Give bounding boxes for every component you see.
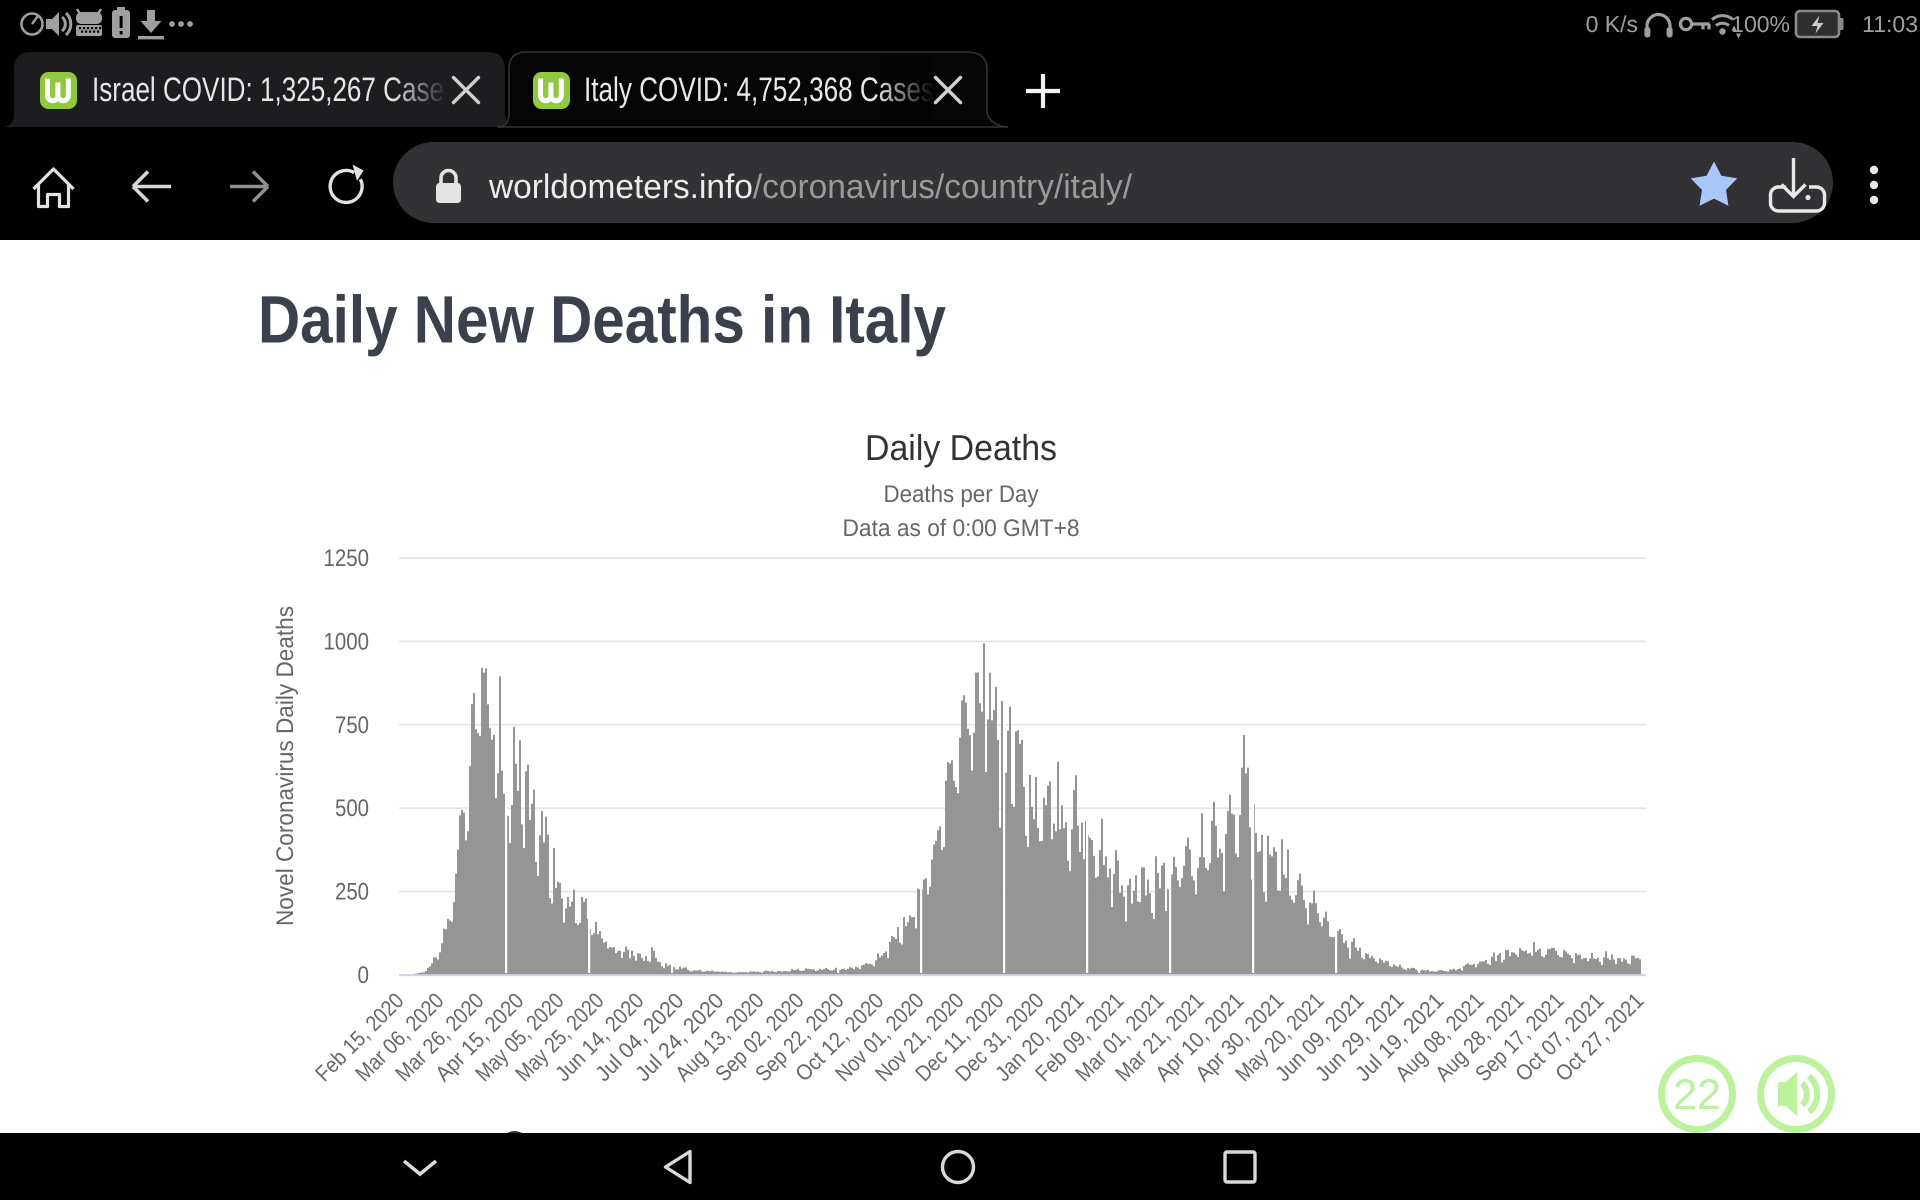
svg-text:Deaths per Day: Deaths per Day [884, 481, 1039, 508]
svg-text:Daily Deaths: Daily Deaths [865, 427, 1057, 468]
svg-text:0: 0 [358, 962, 370, 989]
svg-text:1250: 1250 [324, 545, 370, 572]
svg-text:Italy COVID: 4,752,368 Cases: Italy COVID: 4,752,368 Cases [584, 71, 934, 109]
svg-text:22: 22 [1673, 1071, 1721, 1119]
svg-text:1000: 1000 [324, 628, 370, 655]
svg-text:100%: 100% [1731, 11, 1790, 37]
svg-text:0 K/s: 0 K/s [1586, 11, 1638, 37]
svg-text:Novel Coronavirus Daily Deaths: Novel Coronavirus Daily Deaths [272, 606, 299, 926]
svg-text:worldometers.info/coronavirus/: worldometers.info/coronavirus/country/it… [488, 168, 1133, 206]
svg-text:750: 750 [335, 712, 369, 739]
svg-text:11:03: 11:03 [1862, 11, 1918, 37]
svg-text:Daily New Deaths in Italy: Daily New Deaths in Italy [258, 283, 946, 358]
svg-text:Israel COVID: 1,325,267 Case: Israel COVID: 1,325,267 Case [92, 71, 444, 109]
svg-text:500: 500 [335, 795, 369, 822]
svg-text:Data as of 0:00 GMT+8: Data as of 0:00 GMT+8 [843, 515, 1080, 542]
svg-text:250: 250 [335, 879, 369, 906]
